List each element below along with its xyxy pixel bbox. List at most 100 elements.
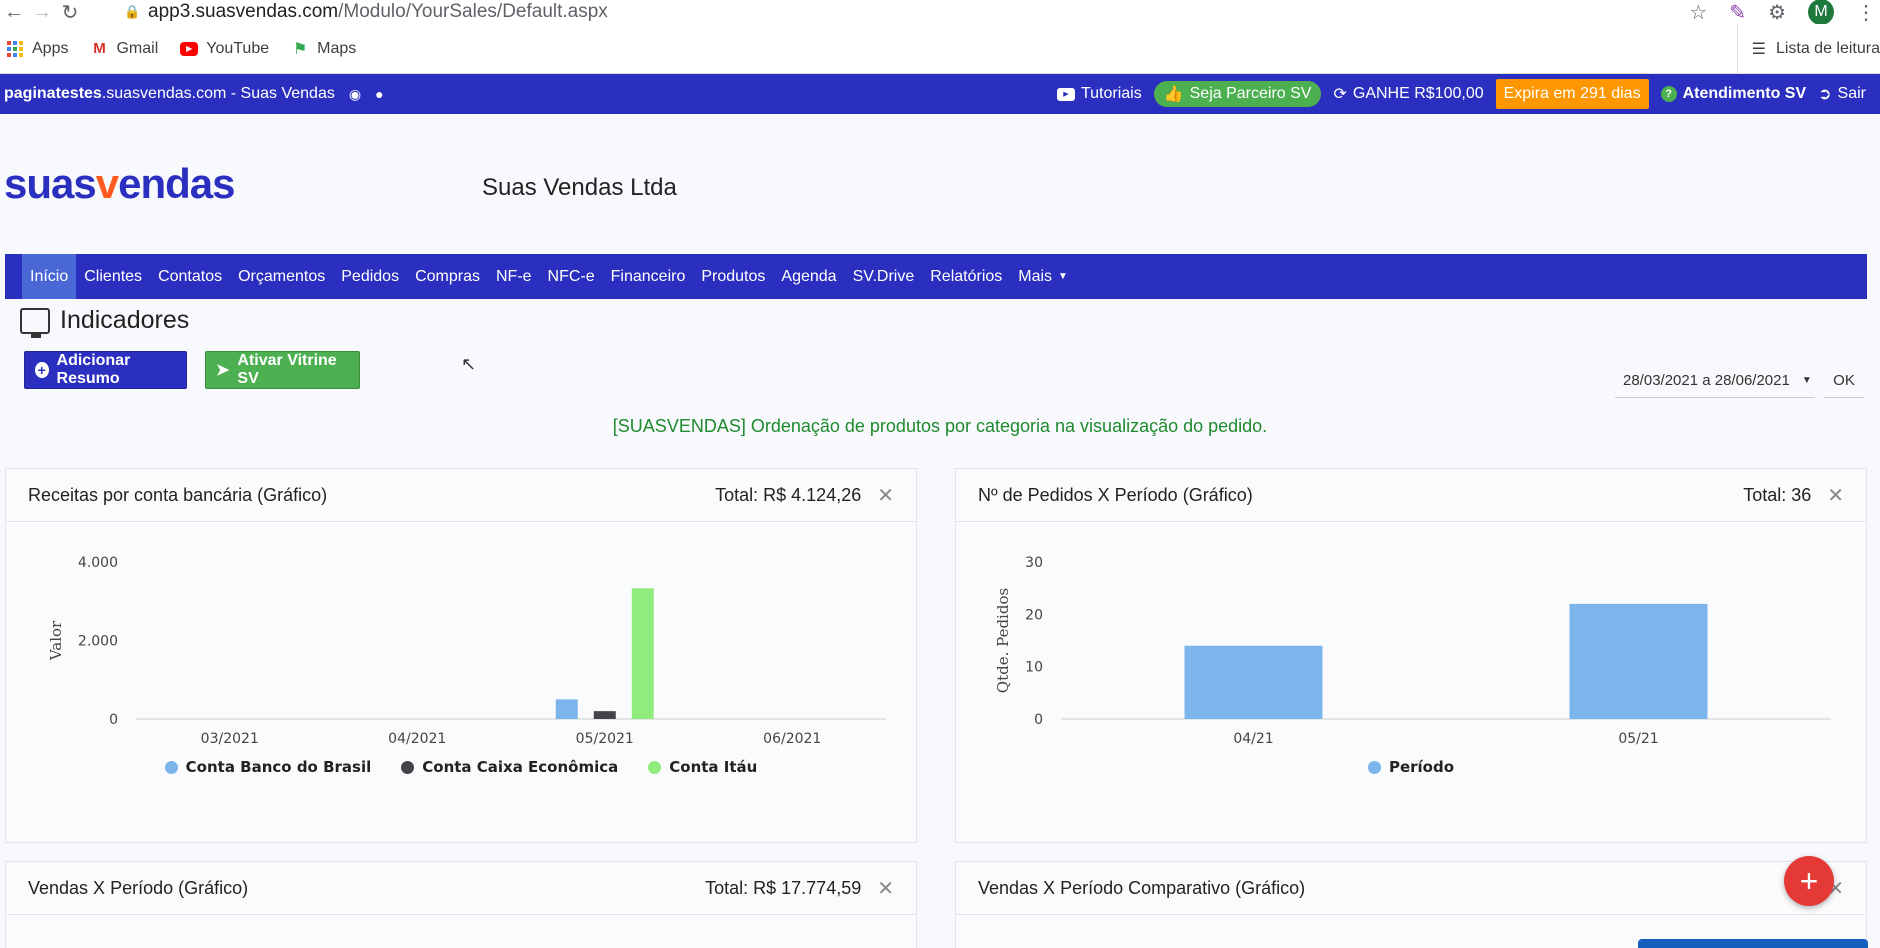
bar bbox=[631, 588, 654, 719]
company-name: Suas Vendas Ltda bbox=[482, 174, 677, 201]
legend-item[interactable]: Conta Banco do Brasil bbox=[164, 758, 372, 776]
sair-link[interactable]: ➲ Sair bbox=[1818, 84, 1866, 104]
nav-orcamentos[interactable]: Orçamentos bbox=[238, 267, 326, 285]
bookmark-gmail[interactable]: M Gmail bbox=[90, 40, 158, 58]
x-tick-label: 05/2021 bbox=[576, 731, 634, 747]
url-text[interactable]: app3.suasvendas.com/Modulo/YourSales/Def… bbox=[148, 1, 608, 23]
card-title: Nº de Pedidos X Período (Gráfico) bbox=[978, 484, 1253, 505]
menu-dots-icon[interactable]: ⋮ bbox=[1856, 1, 1876, 24]
y-tick-label: 30 bbox=[1025, 555, 1043, 571]
android-icon[interactable]: ◉ bbox=[348, 85, 362, 102]
nav-nfe[interactable]: NF-e bbox=[495, 267, 532, 285]
card-header: Vendas X Período Comparativo (Gráfico) ✕ bbox=[956, 862, 1866, 915]
nav-nfce[interactable]: NFC-e bbox=[547, 267, 595, 285]
card-vendas-comparativo: Vendas X Período Comparativo (Gráfico) ✕ bbox=[955, 861, 1867, 948]
legend-dot bbox=[164, 760, 178, 774]
reading-list-label: Lista de leitura bbox=[1775, 40, 1880, 57]
nav-financeiro[interactable]: Financeiro bbox=[610, 267, 686, 285]
parceiro-button[interactable]: 👍 Seja Parceiro SV bbox=[1153, 81, 1322, 107]
close-icon[interactable]: ✕ bbox=[877, 484, 894, 507]
x-tick-label: 06/2021 bbox=[763, 731, 821, 747]
x-tick-label: 04/2021 bbox=[388, 731, 446, 747]
pen-extension-icon[interactable]: ✎ bbox=[1729, 1, 1747, 24]
star-icon[interactable]: ☆ bbox=[1689, 1, 1708, 24]
nav-produtos[interactable]: Produtos bbox=[701, 267, 766, 285]
atendimento-link[interactable]: ? Atendimento SV bbox=[1660, 85, 1807, 103]
ganhe-link[interactable]: ⟳ GANHE R$100,00 bbox=[1333, 84, 1483, 104]
lock-icon[interactable]: 🔒 bbox=[124, 4, 141, 19]
paper-plane-icon: ➤ bbox=[216, 362, 230, 379]
legend-label: Conta Caixa Econômica bbox=[422, 758, 619, 776]
parceiro-label: Seja Parceiro SV bbox=[1189, 85, 1312, 102]
chat-widget-tab[interactable] bbox=[1638, 939, 1868, 948]
nav-inicio[interactable]: Início bbox=[22, 254, 77, 299]
legend-dot bbox=[648, 760, 662, 774]
card-receitas: Receitas por conta bancária (Gráfico) To… bbox=[5, 468, 917, 843]
chart-pedidos-svg: 0 10 20 30 Qtde. Pedidos 04/21 05/21 bbox=[994, 555, 1831, 747]
bar bbox=[555, 699, 578, 719]
y-tick-label: 0 bbox=[109, 712, 118, 728]
suasvendas-logo[interactable]: suasvendas bbox=[4, 160, 235, 208]
logo-part-a: suas bbox=[4, 160, 97, 207]
chart-pedidos: 0 10 20 30 Qtde. Pedidos 04/21 05/21 Período bbox=[956, 522, 1866, 776]
reload-icon[interactable]: ↻ bbox=[61, 1, 79, 24]
card-title: Vendas X Período Comparativo (Gráfico) bbox=[978, 877, 1306, 898]
reading-list[interactable]: ☰ Lista de leitura bbox=[1736, 24, 1880, 74]
add-fab-button[interactable]: + bbox=[1784, 856, 1834, 906]
card-header: Vendas X Período (Gráfico) Total: R$ 17.… bbox=[6, 862, 916, 915]
tutoriais-link[interactable]: ▶ Tutoriais bbox=[1056, 85, 1142, 103]
nav-mais[interactable]: Mais ▼ bbox=[1010, 254, 1076, 299]
nav-pedidos[interactable]: Pedidos bbox=[341, 267, 400, 285]
browser-address-bar: ← → ↻ 🔒 app3.suasvendas.com/Modulo/YourS… bbox=[0, 0, 1880, 25]
bookmark-apps[interactable]: Apps bbox=[6, 40, 68, 58]
url-host: app3.suasvendas.com bbox=[148, 1, 339, 22]
apple-icon[interactable]: ● bbox=[375, 86, 384, 102]
legend-item[interactable]: Conta Itáu bbox=[648, 758, 757, 776]
add-resumo-button[interactable]: + Adicionar Resumo bbox=[24, 351, 187, 389]
bookmark-label: Gmail bbox=[116, 39, 159, 57]
atendimento-label: Atendimento SV bbox=[1682, 85, 1807, 102]
bar bbox=[593, 711, 616, 719]
nav-contatos[interactable]: Contatos bbox=[158, 267, 223, 285]
y-axis-label: Valor bbox=[47, 620, 65, 661]
back-icon[interactable]: ← bbox=[4, 0, 24, 23]
nav-compras[interactable]: Compras bbox=[415, 267, 480, 285]
mouse-cursor-icon: ↖ bbox=[461, 354, 477, 374]
bookmark-youtube[interactable]: ▶ YouTube bbox=[180, 40, 269, 58]
ativar-vitrine-button[interactable]: ➤ Ativar Vitrine SV bbox=[205, 351, 360, 389]
announcement-link[interactable]: [SUASVENDAS] Ordenação de produtos por c… bbox=[612, 416, 1268, 436]
legend-item[interactable]: Conta Caixa Econômica bbox=[401, 758, 618, 776]
nav-svdrive[interactable]: SV.Drive bbox=[852, 267, 915, 285]
sair-label: Sair bbox=[1837, 85, 1866, 102]
profile-avatar[interactable]: M bbox=[1808, 0, 1834, 25]
share-icon: ⟳ bbox=[1333, 86, 1347, 103]
dashboard-monitor-icon bbox=[20, 307, 50, 338]
logo-part-b: endas bbox=[118, 160, 235, 207]
close-icon[interactable]: ✕ bbox=[877, 877, 894, 900]
puzzle-icon[interactable]: ⚙ bbox=[1768, 1, 1786, 24]
help-icon: ? bbox=[1660, 86, 1677, 102]
nav-agenda[interactable]: Agenda bbox=[781, 267, 837, 285]
nav-clientes[interactable]: Clientes bbox=[84, 267, 143, 285]
thumbs-up-icon: 👍 bbox=[1163, 86, 1184, 103]
plus-circle-icon: + bbox=[35, 362, 49, 378]
site-name-bold: paginatestes bbox=[4, 85, 102, 102]
chart-legend: Conta Banco do Brasil Conta Caixa Econômi… bbox=[6, 758, 916, 776]
youtube-icon: ▶ bbox=[180, 40, 199, 58]
bookmark-maps[interactable]: ⚑ Maps bbox=[291, 40, 356, 58]
expira-badge[interactable]: Expira em 291 dias bbox=[1495, 79, 1649, 109]
legend-item[interactable]: Período bbox=[1367, 758, 1455, 776]
card-pedidos: Nº de Pedidos X Período (Gráfico) Total:… bbox=[955, 468, 1867, 843]
chart-receitas-svg: 0 2.000 4.000 Valor 03/2021 04/2021 05/2021 06/… bbox=[47, 555, 886, 747]
add-resumo-label: Adicionar Resumo bbox=[56, 352, 131, 387]
forward-icon[interactable]: → bbox=[32, 0, 52, 23]
nav-relatorios[interactable]: Relatórios bbox=[930, 267, 1003, 285]
reading-list-icon: ☰ bbox=[1751, 41, 1766, 58]
legend-label: Conta Banco do Brasil bbox=[185, 758, 372, 776]
legend-label: Período bbox=[1388, 758, 1455, 776]
daterange-dropdown[interactable]: 28/03/2021 a 28/06/2021 ▼ bbox=[1615, 364, 1815, 398]
ok-button[interactable]: OK bbox=[1824, 364, 1864, 398]
chart-receitas: 0 2.000 4.000 Valor 03/2021 04/2021 05/2021 06/… bbox=[6, 522, 916, 776]
y-tick-label: 0 bbox=[1034, 712, 1043, 728]
close-icon[interactable]: ✕ bbox=[1827, 484, 1844, 507]
